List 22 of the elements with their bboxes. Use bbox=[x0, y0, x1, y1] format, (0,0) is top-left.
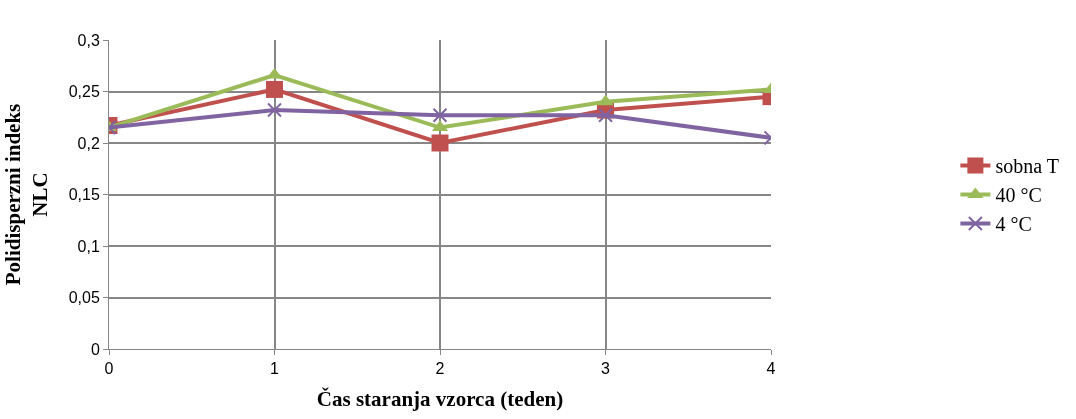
legend-label: sobna T bbox=[995, 155, 1059, 178]
point bbox=[266, 80, 284, 98]
y-tick-label: 0,3 bbox=[77, 31, 100, 49]
point bbox=[431, 134, 449, 152]
y-tick-label: 0,05 bbox=[68, 289, 100, 307]
legend-label: 40 °C bbox=[995, 184, 1042, 207]
x-tick-label: 3 bbox=[601, 360, 611, 378]
point bbox=[267, 102, 283, 118]
y-tick-label: 0,15 bbox=[68, 186, 100, 204]
y-tick-label: 0,25 bbox=[68, 83, 100, 101]
point bbox=[597, 94, 614, 106]
y-tick-label: 0 bbox=[90, 340, 100, 358]
x-tick-label: 1 bbox=[270, 360, 280, 378]
y-tick-label: 0,1 bbox=[77, 237, 100, 255]
point bbox=[432, 107, 448, 123]
y-tick-label: 0,2 bbox=[77, 134, 100, 152]
x-tick-label: 4 bbox=[766, 360, 776, 378]
y-axis-title: Polidisperzni indeks NLC bbox=[0, 103, 52, 286]
x-tick-label: 0 bbox=[104, 360, 114, 378]
x-tick-label: 2 bbox=[435, 360, 445, 378]
x-axis-title: Čas staranja vzorca (teden) bbox=[316, 387, 564, 412]
legend-label: 4 °C bbox=[995, 213, 1032, 236]
